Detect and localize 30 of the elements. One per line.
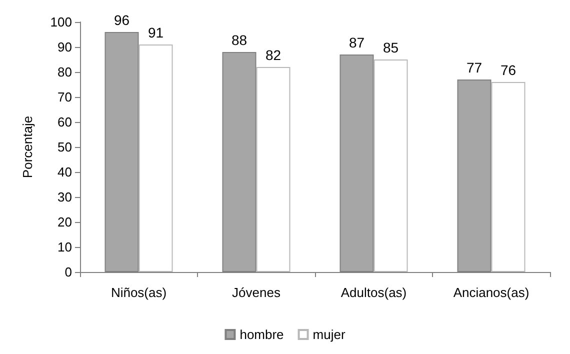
legend-label: mujer xyxy=(312,327,346,342)
x-tick-label: Ancianos(as) xyxy=(453,285,530,300)
bar xyxy=(491,82,526,272)
data-label: 77 xyxy=(466,60,482,76)
y-tick-label: 70 xyxy=(58,90,72,104)
bar xyxy=(256,67,290,272)
data-label: 76 xyxy=(500,62,516,78)
y-tick-label: 90 xyxy=(58,40,72,54)
bar xyxy=(138,44,173,272)
data-label: 87 xyxy=(348,34,365,50)
y-tick-label: 10 xyxy=(58,240,72,254)
bar xyxy=(374,60,408,272)
x-tick-label: Niños(as) xyxy=(110,285,167,300)
x-tick-label: Jóvenes xyxy=(232,285,281,300)
y-tick-label: 50 xyxy=(58,140,72,154)
legend-label: hombre xyxy=(240,327,284,342)
data-label: 96 xyxy=(114,12,130,28)
data-label: 91 xyxy=(148,24,164,40)
y-tick-label: 80 xyxy=(58,64,72,80)
y-tick-label: 20 xyxy=(58,214,72,230)
y-tick-label: 60 xyxy=(58,114,72,130)
data-label: 88 xyxy=(231,32,248,48)
data-label: 82 xyxy=(265,47,282,63)
y-tick-label: 100 xyxy=(50,14,72,30)
y-tick-label: 40 xyxy=(58,164,72,180)
data-label: 85 xyxy=(382,40,399,56)
y-tick-label: 0 xyxy=(64,264,72,280)
x-tick-label: Adultos(as) xyxy=(340,285,407,300)
y-tick-label: 30 xyxy=(58,190,72,204)
y-axis-title: Porcentaje xyxy=(20,116,35,178)
